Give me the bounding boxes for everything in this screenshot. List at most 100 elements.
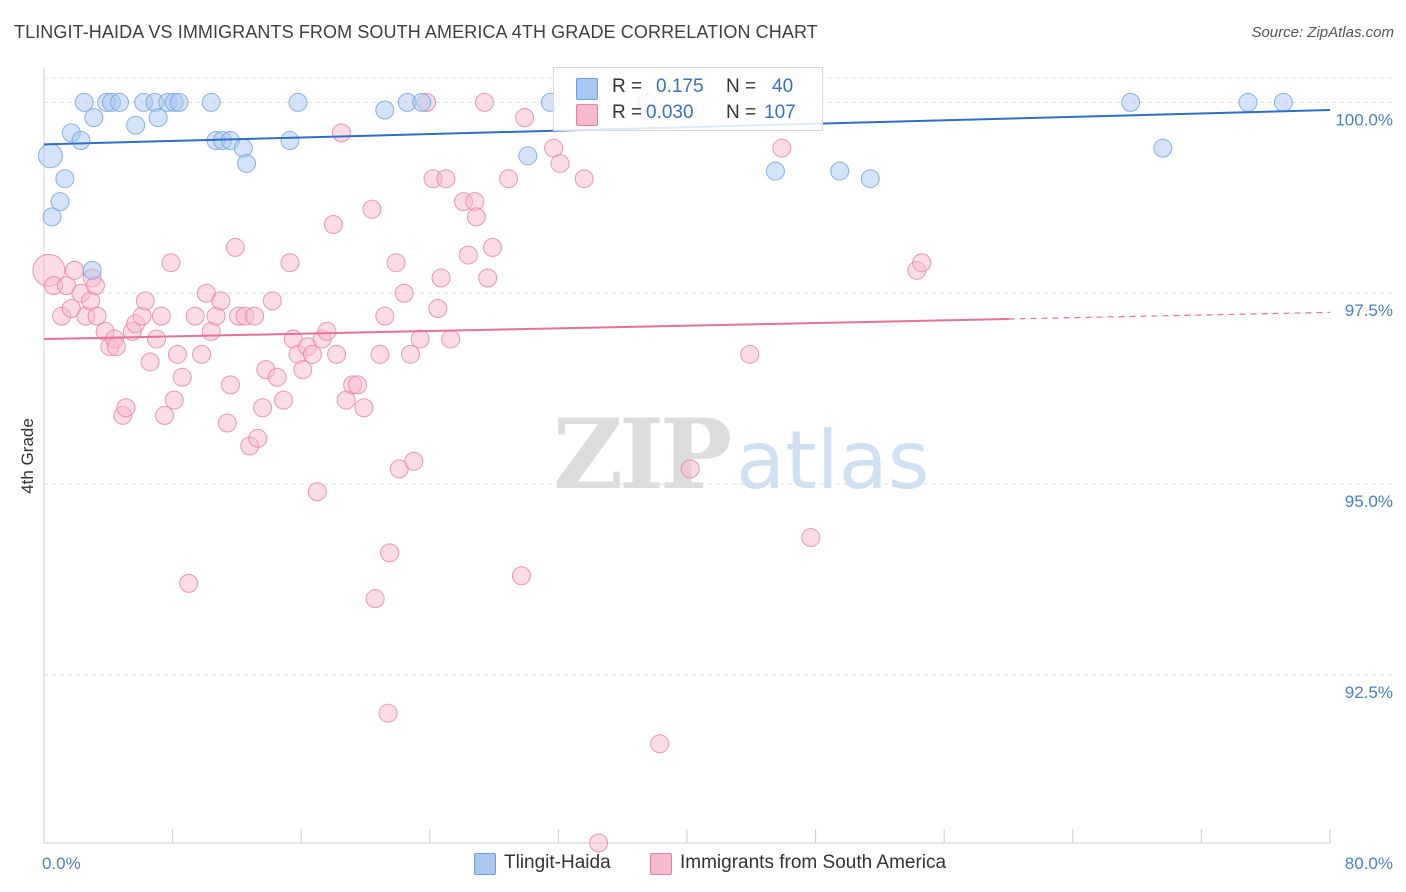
- immigrant-point: [220, 375, 240, 395]
- immigrant-point: [370, 344, 390, 364]
- tlingit-point: [126, 115, 146, 135]
- immigrant-point: [458, 245, 478, 265]
- immigrant-point: [511, 566, 531, 586]
- immigrant-point: [172, 367, 192, 387]
- immigrant-point: [441, 329, 461, 349]
- immigrant-point: [466, 207, 486, 227]
- immigrant-point: [211, 291, 231, 311]
- immigrant-point: [106, 337, 126, 357]
- axis-labels: 92.5% 95.0% 97.5% 100.0% 0.0% 80.0% 4th Grade: [18, 110, 1393, 873]
- tlingit-point: [288, 92, 308, 112]
- tlingit-point: [1153, 138, 1173, 158]
- immigrant-point: [386, 253, 406, 273]
- chart-title: TLINGIT-HAIDA VS IMMIGRANTS FROM SOUTH A…: [14, 22, 818, 42]
- immigrant-point: [323, 215, 343, 235]
- immigrant-point: [347, 375, 367, 395]
- immigrant-point: [245, 306, 265, 326]
- legend-label-immigrants: Immigrants from South America: [680, 852, 947, 873]
- tlingit-point: [169, 92, 189, 112]
- data-points: [32, 92, 1293, 853]
- immigrant-point: [167, 344, 187, 364]
- immigrant-point: [404, 451, 424, 471]
- legend-n-label: N =: [726, 102, 757, 123]
- series-legend: Tlingit-Haida Immigrants from South Amer…: [0, 852, 1406, 878]
- tlingit-point: [55, 169, 75, 189]
- immigrant-point: [574, 169, 594, 189]
- immigrant-point: [151, 306, 171, 326]
- y-tick-label: 92.5%: [1345, 683, 1393, 702]
- immigrant-point: [248, 428, 268, 448]
- immigrant-point: [225, 237, 245, 257]
- tlingit-point: [50, 192, 70, 212]
- immigrant-point: [380, 543, 400, 563]
- immigrant-point: [65, 260, 85, 280]
- immigrant-point: [482, 237, 502, 257]
- tlingit-point: [375, 100, 395, 120]
- tlingit-point: [237, 153, 257, 173]
- y-tick-label: 100.0%: [1335, 110, 1393, 129]
- y-tick-label: 95.0%: [1345, 492, 1393, 511]
- legend-r-label: R =: [612, 102, 643, 123]
- immigrant-point: [589, 833, 609, 853]
- legend-r-value: 0.030: [646, 102, 694, 123]
- x-tick-label: 80.0%: [1345, 854, 1393, 873]
- legend-r-value: 0.175: [656, 76, 704, 97]
- tlingit-point: [830, 161, 850, 181]
- immigrant-point: [365, 589, 385, 609]
- tlingit-point: [71, 131, 91, 151]
- tlingit-point: [860, 169, 880, 189]
- immigrant-point: [331, 123, 351, 143]
- immigrant-point: [274, 390, 294, 410]
- watermark-zip: ZIP: [553, 398, 732, 511]
- immigrant-point: [394, 283, 414, 303]
- immigrant-point: [155, 405, 175, 425]
- immigrant-point: [354, 398, 374, 418]
- tlingit-point: [42, 207, 62, 227]
- legend-swatch-immigrants: [576, 104, 598, 126]
- tlingit-point: [37, 143, 63, 169]
- immigrant-point: [740, 344, 760, 364]
- immigrant-point: [302, 344, 322, 364]
- immigrant-point: [401, 344, 421, 364]
- immigrant-point: [87, 306, 107, 326]
- immigrant-point: [293, 360, 313, 380]
- tlingit-point: [1273, 92, 1293, 112]
- immigrant-point: [772, 138, 792, 158]
- tlingit-point: [82, 260, 102, 280]
- legend-n-value: 40: [772, 76, 794, 97]
- immigrant-point: [362, 199, 382, 219]
- legend-swatch-tlingit: [474, 853, 496, 875]
- y-axis-label: 4th Grade: [18, 418, 37, 494]
- immigrant-point: [267, 367, 287, 387]
- immigrant-point: [436, 169, 456, 189]
- immigrant-point: [185, 306, 205, 326]
- x-tick-label: 0.0%: [42, 854, 81, 873]
- immigrant-point: [280, 253, 300, 273]
- legend-n-label: N =: [726, 76, 757, 97]
- immigrant-point: [147, 329, 167, 349]
- legend-n-value: 107: [764, 102, 796, 123]
- immigrant-point: [474, 92, 494, 112]
- immigrant-point: [431, 268, 451, 288]
- tlingit-point: [148, 108, 168, 128]
- watermark: ZIP atlas: [553, 398, 930, 511]
- immigrant-point: [317, 321, 337, 341]
- immigrant-point: [253, 398, 273, 418]
- immigrant-point: [217, 413, 237, 433]
- immigrant-point: [912, 253, 932, 273]
- immigrant-point: [378, 703, 398, 723]
- immigrant-point: [478, 268, 498, 288]
- legend-label-tlingit: Tlingit-Haida: [504, 852, 611, 873]
- immigrant-trend-line: [43, 318, 1009, 341]
- immigrant-trend-extension: [1008, 311, 1331, 320]
- immigrant-point: [680, 459, 700, 479]
- tlingit-point: [1238, 92, 1258, 112]
- source-label[interactable]: Source: ZipAtlas.com: [1251, 24, 1394, 41]
- immigrant-point: [262, 291, 282, 311]
- axes: [43, 68, 1331, 844]
- immigrant-point: [499, 169, 519, 189]
- immigrant-point: [164, 390, 184, 410]
- immigrant-point: [327, 344, 347, 364]
- immigrant-point: [515, 108, 535, 128]
